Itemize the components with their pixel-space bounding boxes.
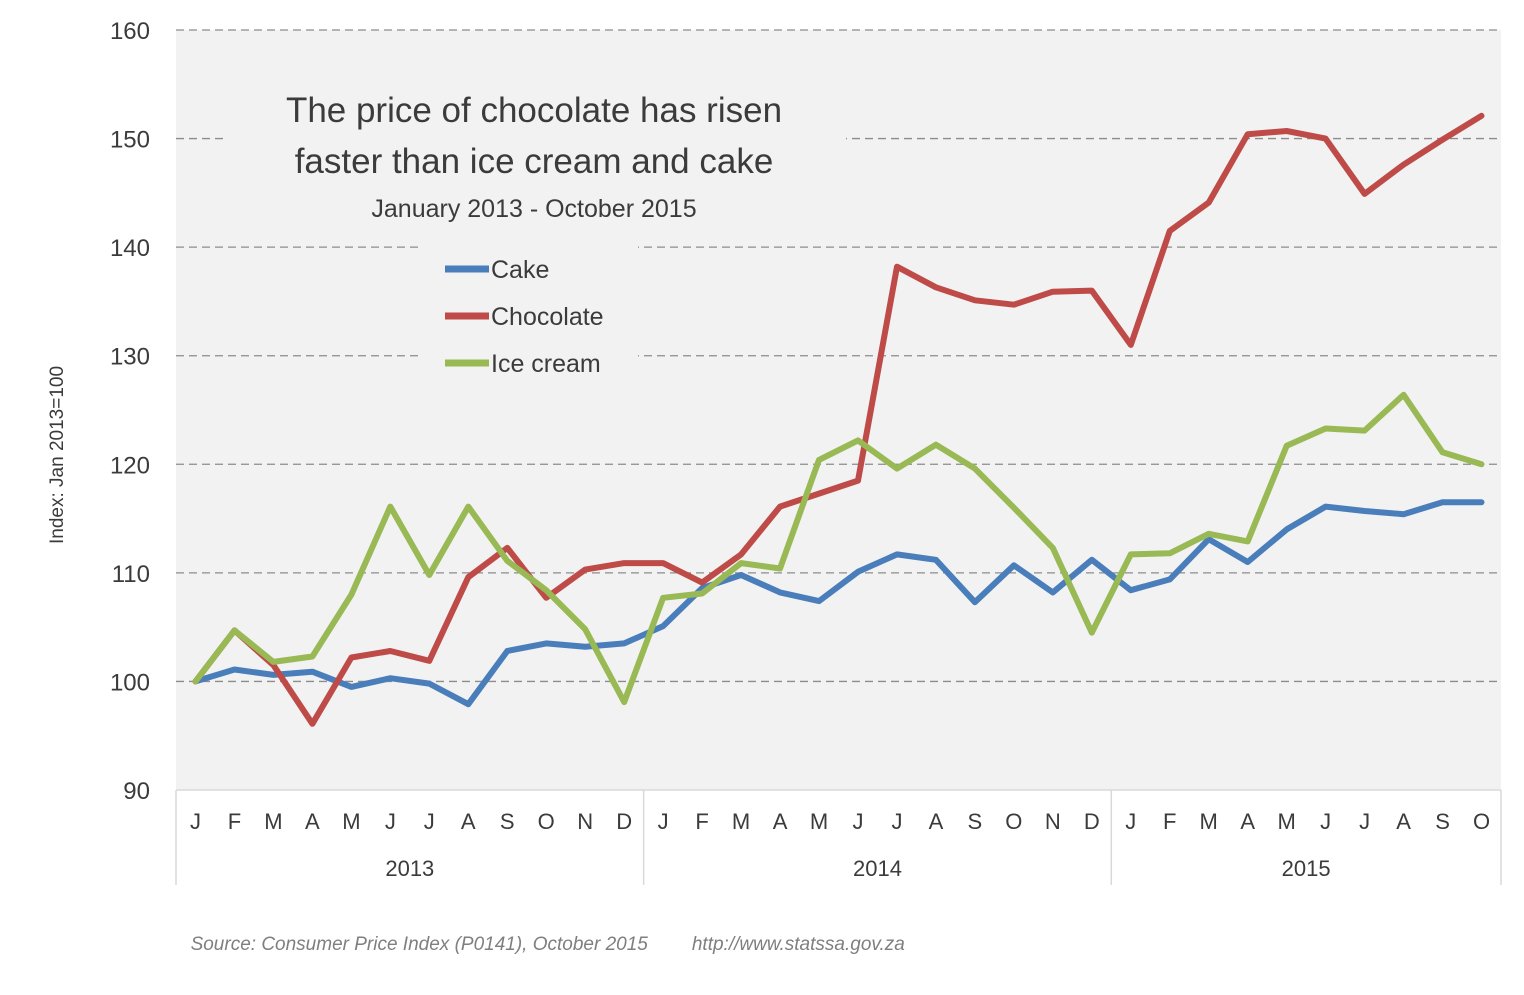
x-tick-label: O	[1473, 809, 1490, 834]
source-url: http://www.statssa.gov.za	[691, 934, 905, 955]
x-tick-label: A	[1396, 809, 1411, 834]
x-year-label: 2013	[385, 856, 434, 881]
series-line-ice-cream	[192, 391, 1485, 706]
x-tick-label: M	[342, 809, 360, 834]
legend: Cake Chocolate Ice cream	[445, 256, 604, 378]
x-tick-label: F	[228, 809, 241, 834]
y-axis-label: Index: Jan 2013=100	[47, 366, 68, 544]
chart-subtitle: January 2013 - October 2015	[371, 195, 696, 223]
series-line-cake	[192, 499, 1485, 708]
source-note: Source: Consumer Price Index (P0141), Oc…	[180, 912, 949, 956]
series-line-chocolate	[192, 112, 1485, 727]
x-tick-label: A	[461, 809, 476, 834]
y-tick-label: 140	[110, 235, 150, 262]
y-axis-ticks: 90 100 110 120 130 140 150 160	[110, 18, 150, 805]
y-tick-label: 90	[123, 778, 150, 805]
y-tick-label: 110	[112, 561, 150, 588]
x-tick-label: D	[1084, 809, 1100, 834]
x-tick-label: J	[658, 809, 669, 834]
x-tick-label: M	[732, 809, 750, 834]
x-tick-label: F	[1163, 809, 1176, 834]
legend-label-chocolate: Chocolate	[491, 303, 604, 331]
x-tick-label: J	[424, 809, 435, 834]
x-tick-label: M	[810, 809, 828, 834]
y-tick-label: 150	[110, 127, 150, 154]
x-tick-label: N	[577, 809, 593, 834]
chart-title-line-1: The price of chocolate has risen	[286, 91, 782, 130]
x-tick-label: J	[190, 809, 201, 834]
x-tick-label: J	[1320, 809, 1331, 834]
x-tick-label: S	[1435, 809, 1450, 834]
x-tick-label: S	[500, 809, 515, 834]
x-tick-label: M	[1200, 809, 1218, 834]
x-year-label: 2015	[1282, 856, 1331, 881]
title-background	[226, 80, 846, 230]
x-tick-label: J	[1359, 809, 1370, 834]
x-tick-label: A	[773, 809, 788, 834]
series-lines	[192, 112, 1485, 727]
x-tick-label: J	[891, 809, 902, 834]
x-year-label: 2014	[853, 856, 902, 881]
x-tick-label: N	[1045, 809, 1061, 834]
y-tick-label: 160	[110, 18, 150, 45]
y-tick-label: 130	[110, 344, 150, 371]
x-tick-label: O	[538, 809, 555, 834]
legend-label-ice-cream: Ice cream	[491, 350, 601, 378]
x-tick-label: J	[385, 809, 396, 834]
x-tick-label: S	[968, 809, 983, 834]
x-tick-label: O	[1005, 809, 1022, 834]
chart-title-line-2: faster than ice cream and cake	[295, 142, 774, 181]
x-tick-label: F	[695, 809, 708, 834]
x-tick-label: J	[852, 809, 863, 834]
x-tick-label: M	[1277, 809, 1295, 834]
source-text: Source: Consumer Price Index (P0141), Oc…	[190, 934, 648, 955]
x-tick-label: J	[1125, 809, 1136, 834]
x-tick-label: A	[305, 809, 320, 834]
x-tick-label: M	[264, 809, 282, 834]
y-tick-label: 100	[110, 669, 150, 696]
x-tick-label: D	[616, 809, 632, 834]
x-tick-label: A	[1240, 809, 1255, 834]
legend-background	[418, 240, 638, 380]
x-tick-label: A	[929, 809, 944, 834]
y-tick-label: 120	[110, 452, 150, 479]
legend-label-cake: Cake	[491, 256, 549, 284]
